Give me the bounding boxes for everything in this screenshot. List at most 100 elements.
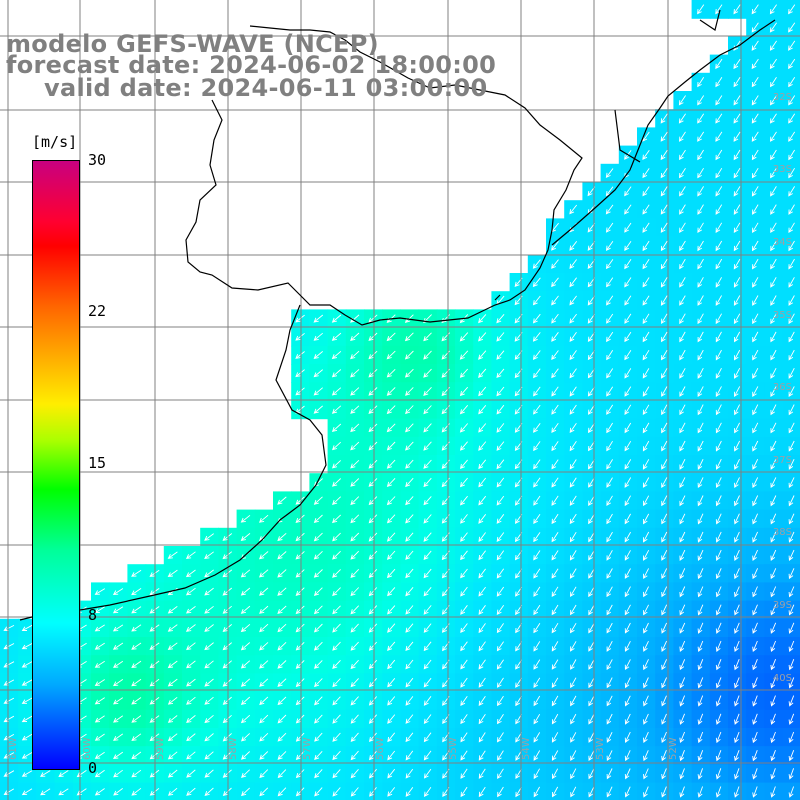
wind-arrow	[715, 295, 722, 306]
wind-arrow	[697, 295, 704, 306]
wind-arrow	[3, 697, 15, 704]
wind-arrow	[752, 640, 758, 653]
wind-arrow	[314, 678, 323, 688]
wind-arrow	[478, 605, 486, 615]
wind-arrow	[533, 786, 540, 798]
wind-arrow	[533, 750, 541, 761]
wind-arrow	[752, 422, 759, 434]
colorbar-tick: 8	[88, 606, 98, 624]
wind-arrow	[752, 677, 758, 689]
wind-arrow	[314, 750, 323, 760]
wind-arrow	[313, 532, 323, 542]
wind-arrow	[569, 550, 577, 561]
wind-arrow	[752, 531, 759, 543]
wind-arrow	[314, 660, 323, 669]
wind-arrow	[331, 350, 342, 360]
wind-arrow	[240, 642, 251, 651]
wind-arrow	[478, 568, 486, 579]
wind-arrow	[679, 622, 686, 634]
wind-arrow	[697, 568, 704, 580]
wind-arrow	[715, 113, 723, 124]
wind-arrow	[624, 386, 632, 397]
wind-arrow	[624, 586, 631, 598]
wind-arrow	[661, 713, 667, 725]
wind-arrow	[679, 368, 686, 379]
wind-arrow	[788, 695, 795, 707]
wind-arrow	[131, 697, 142, 705]
wind-arrow	[167, 678, 178, 687]
wind-arrow	[679, 204, 686, 215]
wind-arrow	[570, 713, 577, 725]
wind-arrow	[332, 441, 342, 451]
wind-arrow	[660, 240, 668, 252]
wind-arrow	[332, 478, 342, 487]
wind-arrow	[770, 459, 777, 470]
wind-arrow	[332, 787, 341, 797]
wind-arrow	[734, 786, 740, 798]
lat-label: 38S	[773, 527, 792, 538]
wind-arrow	[770, 495, 777, 507]
wind-arrow	[167, 787, 178, 796]
wind-arrow	[185, 624, 196, 632]
wind-arrow	[624, 659, 631, 671]
wind-arrow	[642, 386, 650, 397]
wind-arrow	[350, 623, 359, 633]
wind-arrow	[112, 588, 124, 596]
wind-arrow	[642, 149, 650, 160]
wind-arrow	[678, 149, 686, 161]
wind-arrow	[423, 441, 432, 451]
wind-arrow	[332, 714, 341, 724]
wind-arrow	[569, 441, 577, 452]
wind-arrow	[405, 623, 414, 633]
wind-arrow	[697, 768, 704, 780]
wind-arrow	[386, 387, 396, 396]
wind-arrow	[496, 604, 505, 615]
wind-arrow	[788, 295, 795, 306]
wind-arrow	[369, 768, 377, 779]
wind-arrow	[734, 386, 741, 398]
wind-arrow	[295, 387, 305, 396]
wind-arrow	[478, 405, 487, 415]
wind-arrow	[532, 332, 541, 342]
wind-arrow	[569, 531, 577, 543]
wind-arrow	[624, 731, 631, 743]
wind-arrow	[606, 495, 613, 507]
wind-arrow	[752, 713, 758, 725]
wind-arrow	[788, 750, 795, 762]
wind-arrow	[350, 514, 360, 524]
wind-arrow	[697, 677, 704, 689]
wind-arrow	[660, 149, 668, 161]
wind-arrow	[642, 477, 650, 488]
wind-arrow	[350, 332, 360, 342]
wind-arrow	[697, 513, 704, 525]
wind-arrow	[642, 459, 650, 470]
wind-arrow	[734, 531, 740, 543]
wind-arrow	[368, 532, 378, 542]
wind-arrow	[606, 513, 613, 525]
wind-arrow	[460, 586, 468, 597]
wind-arrow	[295, 696, 305, 706]
lat-label: 32S	[773, 92, 792, 103]
wind-arrow	[624, 750, 631, 762]
wind-arrow	[643, 768, 649, 780]
lon-label: 60W	[82, 737, 93, 760]
wind-arrow	[569, 422, 577, 433]
wind-arrow	[734, 422, 741, 434]
wind-arrow	[240, 533, 251, 541]
wind-arrow	[643, 695, 649, 707]
wind-arrow	[715, 786, 722, 798]
wind-arrow	[551, 495, 559, 506]
wind-arrow	[21, 770, 33, 777]
wind-arrow	[606, 622, 613, 634]
wind-arrow	[551, 459, 559, 470]
wind-arrow	[679, 422, 686, 434]
wind-arrow	[642, 186, 650, 197]
wind-arrow	[423, 768, 432, 779]
wind-arrow	[733, 95, 741, 106]
wind-arrow	[624, 477, 632, 488]
wind-arrow	[551, 422, 559, 433]
wind-arrow	[569, 568, 577, 579]
wind-arrow	[569, 459, 577, 470]
wind-arrow	[314, 787, 323, 797]
